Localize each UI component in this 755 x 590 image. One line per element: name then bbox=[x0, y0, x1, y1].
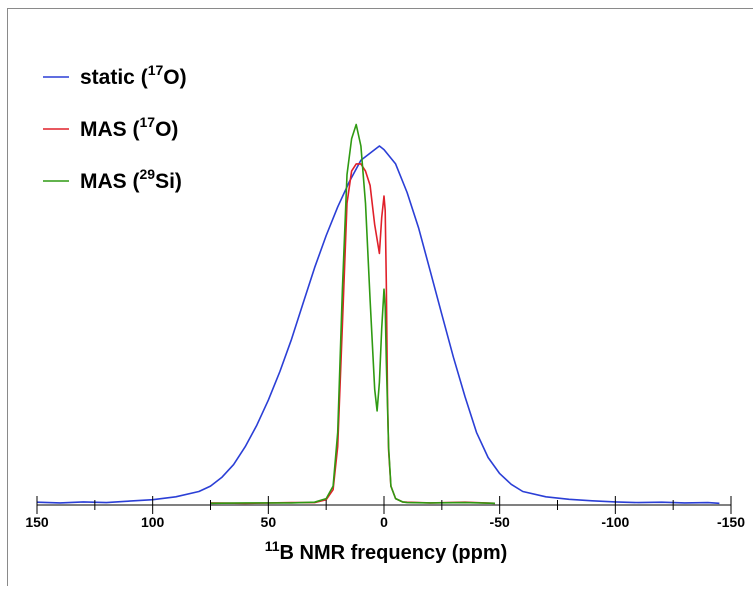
legend-label-2: MAS (17O) bbox=[80, 114, 178, 141]
x-axis-title: 11B NMR frequency (ppm) bbox=[265, 538, 508, 564]
x-tick-label: 0 bbox=[380, 514, 388, 530]
legend-label-1: static (17O) bbox=[80, 62, 187, 89]
x-tick-label: 100 bbox=[141, 514, 165, 530]
chart-frame bbox=[7, 8, 753, 586]
x-axis-title-superscript: 11 bbox=[265, 538, 280, 554]
legend-label-3: MAS (29Si) bbox=[80, 166, 182, 193]
x-tick-label: -150 bbox=[717, 514, 745, 530]
series-line-3 bbox=[210, 123, 496, 505]
series-line-2 bbox=[210, 163, 496, 505]
x-tick-label: -100 bbox=[601, 514, 629, 530]
series-line-1 bbox=[36, 145, 720, 505]
legend: static (17O) MAS (17O) MAS (29Si) bbox=[43, 62, 187, 193]
x-axis: 150 100 50 0 -50 -100 -150 bbox=[25, 496, 745, 530]
x-tick-label: -50 bbox=[490, 514, 510, 530]
x-tick-label: 150 bbox=[25, 514, 49, 530]
series-layer bbox=[36, 123, 720, 505]
x-axis-title-text: B NMR frequency (ppm) bbox=[280, 542, 508, 564]
x-tick-label: 50 bbox=[261, 514, 277, 530]
